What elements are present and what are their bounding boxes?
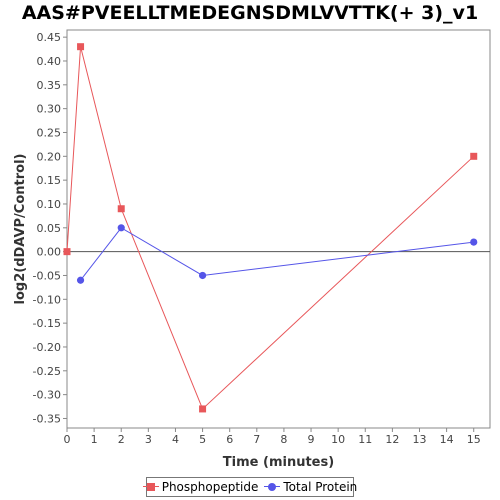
series-line-total-protein <box>80 227 474 281</box>
x-tick-label: 2 <box>118 433 125 446</box>
data-point-total-protein <box>76 276 85 284</box>
y-tick-label: 0.20 <box>37 150 62 163</box>
x-tick-label: 6 <box>226 433 233 446</box>
legend-item-phosphopeptide: Phosphopeptide <box>142 480 259 494</box>
plot-area <box>66 29 491 429</box>
data-point-total-protein <box>470 238 478 246</box>
y-tick-label: 0.10 <box>37 198 62 211</box>
y-tick-label: 0.00 <box>37 246 62 259</box>
x-tick-label: 9 <box>308 433 315 446</box>
x-axis-title: Time (minutes) <box>223 455 334 470</box>
x-axis: 0 1 2 3 4 5 6 7 8 9 10 11 12 13 14 15 <box>64 428 481 446</box>
x-tick-label: 4 <box>172 433 179 446</box>
y-tick-label: 0.15 <box>37 174 62 187</box>
data-point-phosphopeptide <box>77 43 85 51</box>
x-tick-label: 15 <box>467 433 481 446</box>
legend-label-phosphopeptide: Phosphopeptide <box>161 480 259 494</box>
data-point-phosphopeptide <box>470 152 478 160</box>
data-point-phosphopeptide <box>117 205 125 213</box>
y-tick-label: 0.25 <box>37 126 62 139</box>
y-axis: 0.45 0.40 0.35 0.30 0.25 0.20 0.15 0.10 0.05 0.00… <box>33 31 67 425</box>
y-tick-label: -0.30 <box>33 389 61 402</box>
x-tick-label: 0 <box>64 433 71 446</box>
chart-title: AAS#PVEELLTMEDEGNSDMLVVTTK(+ 3)_v1 <box>21 2 479 24</box>
y-tick-label: -0.10 <box>33 293 61 306</box>
x-tick-label: 14 <box>440 433 454 446</box>
x-tick-label: 11 <box>358 433 372 446</box>
x-tick-label: 1 <box>91 433 98 446</box>
legend: Phosphopeptide Total Protein <box>142 477 357 497</box>
y-axis-title: log2(dDAVP/Control) <box>13 154 28 305</box>
y-tick-label: -0.25 <box>33 365 61 378</box>
x-tick-label: 7 <box>253 433 260 446</box>
x-tick-label: 5 <box>199 433 206 446</box>
x-tick-label: 10 <box>331 433 345 446</box>
y-tick-label: 0.40 <box>37 55 62 68</box>
legend-item-total-protein: Total Protein <box>264 480 357 494</box>
x-tick-label: 8 <box>280 433 287 446</box>
y-tick-label: 0.05 <box>37 222 62 235</box>
series-total-protein <box>76 224 478 284</box>
y-tick-label: -0.35 <box>33 412 61 425</box>
y-tick-label: 0.45 <box>37 31 62 44</box>
series-phosphopeptide <box>63 43 478 413</box>
y-tick-label: -0.15 <box>33 317 61 330</box>
x-tick-label: 3 <box>145 433 152 446</box>
data-point-total-protein <box>198 271 207 280</box>
data-point-phosphopeptide <box>199 405 207 413</box>
data-point-phosphopeptide <box>63 248 71 256</box>
y-tick-label: -0.05 <box>33 269 61 282</box>
x-tick-label: 13 <box>413 433 427 446</box>
legend-swatch-total-protein <box>264 482 281 492</box>
legend-label-total-protein: Total Protein <box>283 480 358 494</box>
y-tick-label: 0.35 <box>37 79 62 92</box>
y-tick-label: 0.30 <box>37 103 62 116</box>
series-layer <box>63 43 478 413</box>
y-tick-label: -0.20 <box>33 341 61 354</box>
legend-swatch-phosphopeptide <box>142 482 159 492</box>
x-tick-label: 12 <box>385 433 399 446</box>
data-point-total-protein <box>117 224 125 232</box>
